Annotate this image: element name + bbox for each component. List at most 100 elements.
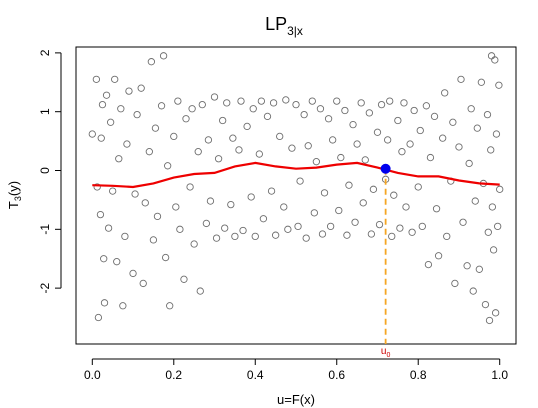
scatter-point (485, 316, 494, 325)
y-axis-label-sub: 3 (13, 196, 23, 201)
scatter-point (282, 96, 290, 104)
scatter-point (259, 215, 268, 223)
scatter-point (176, 225, 184, 233)
scatter-point (455, 143, 463, 151)
scatter-point (125, 87, 133, 95)
x-tick-label: 0.0 (84, 368, 101, 382)
plot-box (75, 46, 517, 345)
scatter-point (280, 203, 288, 211)
scatter-point (106, 118, 115, 126)
scatter-point (180, 275, 188, 283)
scatter-point (388, 232, 396, 241)
scatter-point (398, 148, 406, 156)
scatter-point (471, 197, 479, 205)
scatter-point (373, 128, 382, 136)
x-axis-label: u=F(x) (277, 392, 315, 407)
scatter-point (390, 191, 398, 199)
scatter-point (210, 93, 219, 101)
scatter-point (316, 105, 325, 113)
scatter-point (133, 110, 141, 119)
scatter-points (88, 52, 504, 325)
scatter-point (113, 258, 121, 266)
chart-title: LP3|x (265, 14, 303, 38)
scatter-point (88, 130, 96, 138)
scatter-point (109, 187, 117, 195)
scatter-point (227, 200, 235, 209)
scatter-point (349, 120, 357, 129)
scatter-point (157, 102, 166, 110)
scatter-point (484, 228, 492, 236)
scatter-point (491, 309, 500, 317)
scatter-point (251, 232, 259, 241)
x-tick-label: 0.8 (410, 368, 427, 382)
scatter-point (174, 97, 182, 105)
scatter-point (100, 255, 108, 263)
scatter-point (489, 246, 498, 254)
scatter-point (467, 105, 475, 113)
scatter-point (255, 150, 263, 158)
scatter-point (223, 99, 231, 107)
y-tick-label: 1 (38, 108, 52, 115)
scatter-point (402, 203, 410, 211)
y-axis-label-base: T (6, 201, 21, 209)
scatter-point (284, 225, 292, 233)
scatter-point (172, 203, 180, 211)
scatter-point (302, 234, 310, 242)
scatter-point (357, 99, 365, 107)
x-tick-label: 1.0 (491, 368, 508, 382)
scatter-point (94, 313, 103, 322)
y-tick-label: -1 (38, 224, 52, 235)
scatter-point (318, 230, 327, 238)
scatter-point (365, 109, 373, 117)
scatter-point (361, 156, 369, 164)
scatter-point (494, 222, 502, 231)
scatter-point (139, 279, 147, 288)
scatter-point (483, 110, 492, 119)
scatter-point (121, 232, 129, 241)
u0-marker-label: u0 (381, 346, 391, 359)
scatter-point (235, 146, 243, 154)
scatter-point (296, 177, 304, 185)
scatter-point (186, 183, 194, 191)
scatter-point (198, 100, 206, 109)
x-axis: 0.0 0.2 0.4 0.6 0.8 1.0 (84, 358, 508, 382)
scatter-point (422, 102, 431, 110)
scatter-point (492, 130, 501, 138)
scatter-point (312, 158, 321, 166)
scatter-point (292, 100, 300, 109)
u0-marker-sub: 0 (386, 352, 390, 359)
scatter-point (441, 89, 449, 97)
x-tick-label: 0.4 (247, 368, 264, 382)
scatter-point (276, 132, 284, 141)
scatter-point (416, 126, 424, 135)
scatter-point (310, 209, 318, 217)
scatter-point (326, 222, 335, 231)
scatter-point (170, 132, 178, 141)
chart-title-subscript: 3|x (287, 24, 303, 38)
scatter-point (439, 134, 447, 142)
scatter-point (495, 81, 503, 89)
scatter-point (111, 75, 119, 83)
scatter-point (166, 302, 174, 310)
scatter-point (263, 112, 272, 121)
scatter-point (353, 140, 361, 148)
scatter-point (249, 105, 257, 113)
scatter-point (343, 231, 351, 239)
scatter-point (117, 105, 125, 113)
scatter-point (131, 190, 139, 198)
scatter-point (237, 97, 245, 105)
scatter-point (257, 97, 266, 105)
scatter-point (147, 58, 156, 66)
scatter-point (434, 252, 443, 260)
scatter-point (477, 78, 486, 86)
scatter-point (190, 240, 198, 248)
scatter-point (329, 136, 337, 144)
scatter-point (141, 199, 149, 207)
scatter-point (410, 106, 418, 115)
scatter-point (214, 155, 223, 163)
y-tick-label: -2 (38, 282, 52, 293)
scatter-point (229, 134, 237, 142)
scatter-point (145, 148, 153, 156)
scatter-point (247, 193, 255, 201)
scatter-point (271, 231, 280, 239)
